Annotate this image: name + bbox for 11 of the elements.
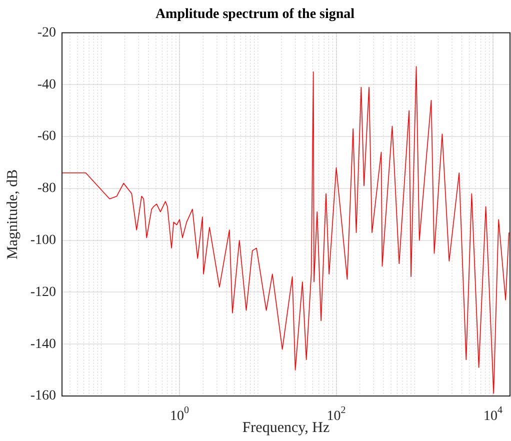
- y-tick-label: -20: [37, 25, 56, 40]
- y-tick-label: -120: [30, 284, 56, 300]
- chart-title: Amplitude spectrum of the signal: [155, 7, 355, 22]
- x-axis-title: Frequency, Hz: [242, 420, 330, 436]
- y-tick-label: -40: [37, 77, 56, 92]
- y-tick-label: -160: [30, 388, 56, 404]
- y-axis-title: Magnitude, dB: [4, 169, 21, 260]
- y-tick-label: -140: [30, 336, 56, 352]
- y-tick-label: -80: [37, 181, 56, 196]
- y-tick-label: -60: [37, 129, 56, 144]
- y-tick-label: -100: [30, 233, 56, 248]
